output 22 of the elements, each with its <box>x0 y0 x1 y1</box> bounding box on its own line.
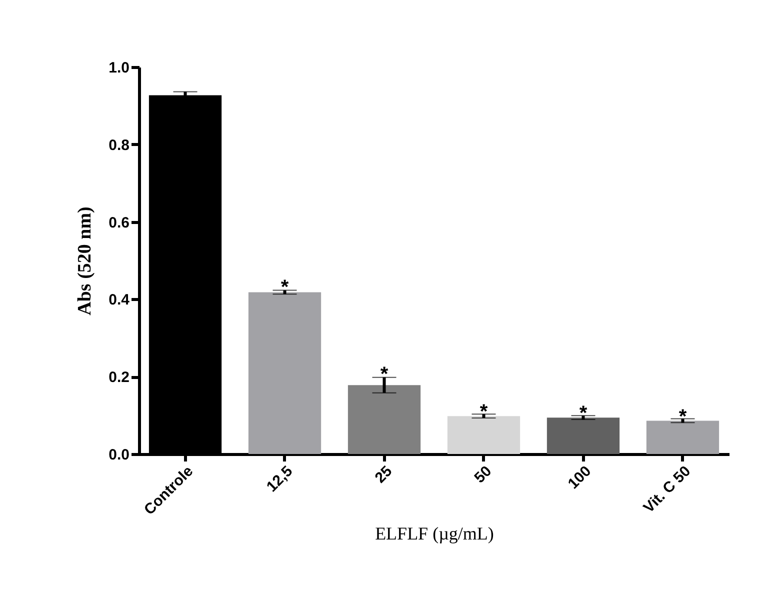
y-tick-label: 1.0 <box>108 60 130 76</box>
y-tick-label: 0.0 <box>108 446 130 464</box>
x-axis-title: ELFLF (µg/mL) <box>375 524 494 544</box>
annotation: * <box>380 364 388 386</box>
x-tick-label: 25 <box>372 462 396 487</box>
y-tick-label: 0.6 <box>108 214 130 232</box>
x-tick-label: Vit. C 50 <box>640 462 694 516</box>
y-tick-label: 0.4 <box>108 292 130 309</box>
x-tick-label: 50 <box>471 462 496 487</box>
y-tick-label: 0.8 <box>108 136 130 154</box>
bar <box>348 385 421 454</box>
y-axis-title: Abs (520 nm) <box>74 206 96 316</box>
bar <box>248 292 322 454</box>
y-tick-label: 0.2 <box>108 369 130 386</box>
x-tick-label: 100 <box>564 462 595 493</box>
annotation: * <box>678 406 687 428</box>
annotation: * <box>579 402 588 425</box>
bar <box>646 420 720 454</box>
annotation: * <box>480 401 488 424</box>
bar <box>546 418 620 454</box>
annotation: * <box>280 276 289 299</box>
bar <box>447 416 520 454</box>
